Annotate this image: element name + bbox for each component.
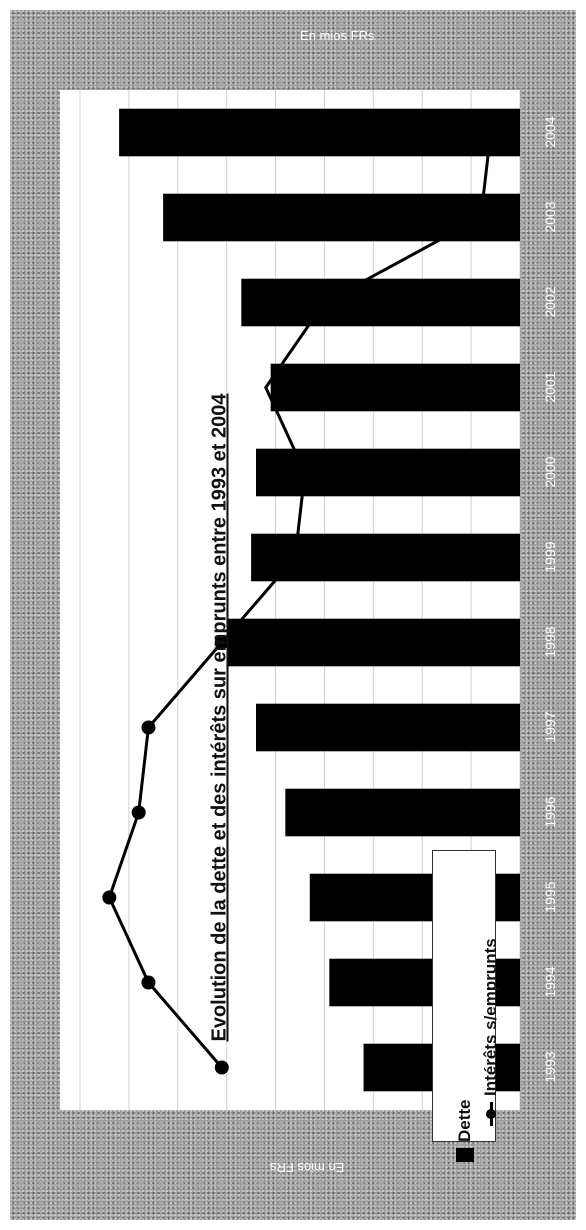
legend: Dette Intérêts s/emprunts [432,850,500,1162]
bar-1996 [285,788,520,837]
point-1997 [141,720,156,735]
x-tick-2000: 2000 [542,455,558,488]
bar-2003 [163,193,520,242]
bar-1997 [256,703,520,752]
bar-1998 [226,618,520,667]
point-1994 [141,975,156,990]
point-1995 [102,890,117,905]
unit-label-top: En mios FRs [300,28,375,43]
x-tick-1996: 1996 [542,795,558,828]
point-1999 [288,550,303,565]
line-interets [107,132,493,1069]
chart-svg [79,90,520,1110]
x-tick-2002: 2002 [542,285,558,318]
x-tick-1999: 1999 [542,540,558,573]
point-1993 [214,1060,229,1075]
x-tick-1994: 1994 [542,965,558,998]
legend-bar-swatch [456,1148,474,1162]
point-1998 [214,635,229,650]
x-tick-2004: 2004 [542,115,558,148]
x-tick-1993: 1993 [542,1050,558,1083]
x-tick-1997: 1997 [542,710,558,743]
point-1996 [131,805,146,820]
bar-2004 [119,108,520,157]
legend-entry-dette: Dette [454,902,476,1162]
unit-label-bottom: En mios FRs [270,1160,345,1175]
chart-title: Evolution de la dette et des intérêts su… [208,393,231,1042]
x-tick-2001: 2001 [542,370,558,403]
bar-2002 [241,278,520,327]
x-tick-1995: 1995 [542,880,558,913]
bar-2001 [270,363,520,412]
plot-area: Evolution de la dette et des intérêts su… [60,90,520,1162]
legend-entry-interets: Intérêts s/emprunts [480,866,502,1126]
x-tick-2003: 2003 [542,200,558,233]
legend-line-swatch [482,1102,500,1126]
legend-label-dette: Dette [455,1099,474,1142]
point-2000 [297,465,312,480]
legend-label-interets: Intérêts s/emprunts [481,938,500,1096]
x-tick-1998: 1998 [542,625,558,658]
